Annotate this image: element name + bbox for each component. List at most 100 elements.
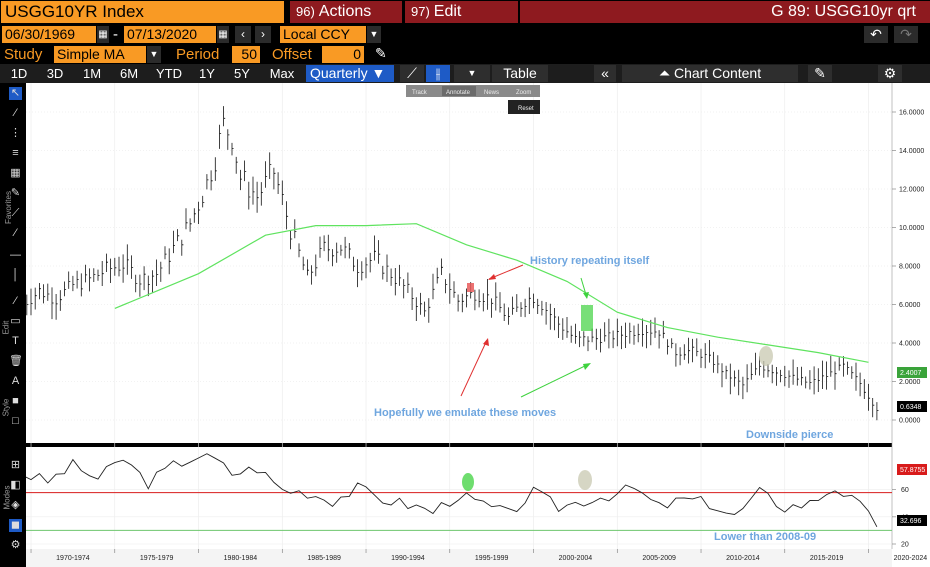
- cursor-icon[interactable]: ↖: [9, 87, 22, 100]
- grid-tool-icon[interactable]: ▦: [10, 167, 21, 179]
- text-tool-icon[interactable]: T: [12, 335, 19, 347]
- price-tick-label: 4.0000: [899, 341, 921, 348]
- calendar-icon[interactable]: ▦: [217, 26, 229, 43]
- ticker-field[interactable]: USGG10YR Index: [1, 1, 284, 23]
- channel-tool-icon[interactable]: ≡: [12, 147, 19, 159]
- emulate-annotation: Hopefully we emulate these moves: [374, 407, 556, 419]
- chart-content-label: Chart Content: [673, 65, 762, 81]
- period-label: Period: [176, 46, 220, 63]
- rsi-value-tag: [897, 515, 927, 526]
- x-tick-label: 2005-2009: [642, 555, 676, 562]
- edit-chart-icon[interactable]: ✎: [808, 65, 832, 82]
- mode-active-icon[interactable]: ◼: [9, 519, 22, 532]
- draw-tool-icon[interactable]: ⁄: [14, 295, 17, 307]
- palette-icon[interactable]: ◈: [11, 499, 20, 511]
- emulate-arrow-green: [520, 363, 590, 398]
- y-axis-strip: [892, 83, 930, 567]
- hline-tool-icon[interactable]: —: [10, 249, 21, 261]
- currency-select[interactable]: Local CCY: [280, 26, 366, 43]
- price-y-axis: 0.0000 2.0000 4.0000 6.0000 8.0000 10.0000 12.…: [892, 110, 924, 425]
- actions-label: Actions: [318, 3, 372, 20]
- actions-menu[interactable]: 96) Actions: [290, 1, 402, 23]
- mode-tool-icon[interactable]: ◧: [10, 479, 21, 491]
- x-tick-label: 1995-1999: [475, 555, 509, 562]
- rsi-line: [26, 453, 878, 528]
- chevron-right-icon[interactable]: ›: [255, 26, 271, 43]
- price-value-tag: [897, 401, 927, 412]
- ma-value-label: 2.4007: [900, 370, 922, 377]
- range-3d[interactable]: 3D: [46, 66, 64, 81]
- period-input[interactable]: 50: [232, 46, 260, 63]
- line-chart-icon[interactable]: ⟋: [400, 65, 424, 82]
- range-1m[interactable]: 1M: [82, 66, 102, 81]
- chevron-down-icon[interactable]: ▼: [147, 46, 161, 63]
- lower-annotation: Lower than 2008-09: [714, 531, 816, 543]
- price-tick-label: 8.0000: [899, 264, 921, 271]
- highlight-2000-marker: [467, 283, 474, 292]
- price-tick-label: 0.0000: [899, 418, 921, 425]
- font-tool-icon[interactable]: A: [11, 375, 20, 387]
- pen-tool-icon[interactable]: ✎: [10, 187, 21, 199]
- price-bars: [26, 106, 879, 421]
- moving-average-line: [114, 223, 869, 363]
- annotate-tool[interactable]: Annotate: [446, 90, 471, 96]
- favorites-side-label: Favorites: [3, 191, 13, 224]
- study-select[interactable]: Simple MA: [54, 46, 146, 63]
- offset-input[interactable]: 0: [322, 46, 364, 63]
- rsi-value-label: 32.696: [900, 518, 922, 525]
- chevron-left-icon[interactable]: ‹: [235, 26, 251, 43]
- chevron-down-icon[interactable]: ▼: [367, 26, 381, 43]
- chart-content-button[interactable]: ⏶ Chart Content: [622, 65, 798, 82]
- edit-number: 97): [411, 4, 430, 19]
- x-tick-label: 1985-1989: [307, 555, 341, 562]
- hline-value-tag: [897, 464, 927, 475]
- edit-menu[interactable]: 97) Edit: [405, 1, 518, 23]
- brush-tool-icon[interactable]: ⟋: [11, 207, 20, 219]
- frequency-select[interactable]: Quarterly ▼: [306, 65, 394, 82]
- undo-icon[interactable]: ↶: [864, 26, 888, 43]
- history-annotation: History repeating itself: [530, 255, 650, 267]
- x-tick-label: 2010-2014: [726, 555, 760, 562]
- vline-tool-icon[interactable]: │: [12, 269, 19, 281]
- range-ytd[interactable]: YTD: [156, 66, 182, 81]
- x-tick-label: 1970-1974: [56, 555, 90, 562]
- edit-label: Edit: [433, 3, 462, 20]
- chevron-down-icon[interactable]: ▼: [454, 65, 490, 82]
- study-bar: Study Simple MA ▼ Period 50 Offset 0 ✎: [0, 44, 930, 64]
- fib-tool-icon[interactable]: ⋮: [10, 127, 21, 139]
- rect-tool-icon[interactable]: ▭: [10, 315, 21, 327]
- pencil-icon[interactable]: ✎: [375, 45, 387, 61]
- range-1y[interactable]: 1Y: [199, 66, 215, 81]
- trash-icon[interactable]: 🗑: [9, 355, 23, 367]
- chart-content-icon: ⏶: [658, 65, 674, 81]
- range-6m[interactable]: 6M: [119, 66, 139, 81]
- zoom-tool[interactable]: Zoom: [516, 90, 531, 96]
- price-bar-series: [26, 106, 879, 421]
- style-side-label: Style: [1, 398, 11, 417]
- line-tool-icon[interactable]: ⁄: [14, 107, 17, 119]
- table-button[interactable]: Table: [492, 65, 548, 82]
- edit-side-label: Edit: [1, 320, 11, 335]
- start-date-input[interactable]: 06/30/1969: [2, 26, 96, 43]
- redo-icon[interactable]: ↷: [894, 26, 918, 43]
- range-1d[interactable]: 1D: [10, 66, 28, 81]
- price-tick-label: 10.0000: [899, 225, 924, 232]
- news-tool[interactable]: News: [484, 90, 499, 96]
- price-panel: [26, 83, 892, 443]
- calendar-icon[interactable]: ▦: [97, 26, 109, 43]
- gear-icon[interactable]: ⚙: [878, 65, 902, 82]
- end-date-input[interactable]: 07/13/2020: [124, 26, 216, 43]
- track-tool[interactable]: Track: [412, 90, 428, 96]
- layer-tool-icon[interactable]: □: [12, 415, 19, 427]
- range-5y[interactable]: 5Y: [234, 66, 250, 81]
- settings-gear-icon[interactable]: ⚙: [10, 539, 21, 551]
- color-tool-icon[interactable]: ■: [12, 395, 19, 407]
- range-max[interactable]: Max: [269, 66, 295, 81]
- reset-button[interactable]: [508, 100, 540, 114]
- bar-chart-icon[interactable]: ⫲: [426, 65, 450, 82]
- collapse-icon[interactable]: «: [594, 65, 616, 82]
- emulate-arrow-red: [460, 339, 488, 397]
- ray-tool-icon[interactable]: ⁄: [14, 227, 17, 239]
- x-tick-label: 2015-2019: [810, 555, 844, 562]
- crosshair-icon[interactable]: ⊞: [10, 459, 21, 471]
